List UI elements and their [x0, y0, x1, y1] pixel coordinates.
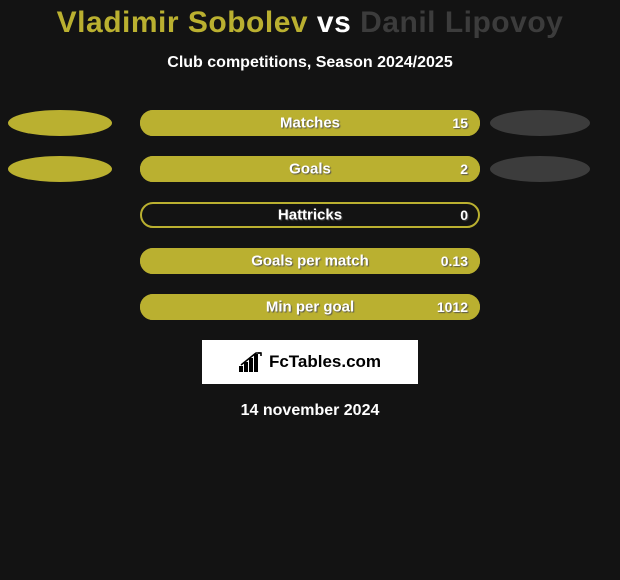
stat-row: Goals per match0.13 — [0, 248, 620, 274]
page-title: Vladimir Sobolev vs Danil Lipovoy — [0, 0, 620, 40]
player-b-ellipse — [490, 156, 590, 182]
bar-slot: Goals per match0.13 — [140, 248, 480, 274]
bar-value: 0 — [460, 207, 468, 223]
bar-label: Goals per match — [140, 253, 480, 270]
bar-label: Hattricks — [140, 207, 480, 224]
title-vs: vs — [317, 6, 351, 39]
bar-label: Min per goal — [140, 299, 480, 316]
player-b-ellipse — [490, 110, 590, 136]
brand-text: FcTables.com — [269, 352, 381, 372]
bar-slot: Min per goal1012 — [140, 294, 480, 320]
player-a-ellipse — [8, 110, 112, 136]
player-a-ellipse — [8, 156, 112, 182]
bar-label: Goals — [140, 161, 480, 178]
title-player-b: Danil Lipovoy — [360, 6, 563, 39]
bar-slot: Hattricks0 — [140, 202, 480, 228]
title-player-a: Vladimir Sobolev — [57, 6, 308, 39]
stat-row: Hattricks0 — [0, 202, 620, 228]
date-text: 14 november 2024 — [0, 402, 620, 420]
brand-box: FcTables.com — [202, 340, 418, 384]
bar-label: Matches — [140, 115, 480, 132]
bar-slot: Matches15 — [140, 110, 480, 136]
bars-icon — [239, 352, 263, 372]
bar-value: 1012 — [437, 299, 468, 315]
bar-slot: Goals2 — [140, 156, 480, 182]
stat-row: Min per goal1012 — [0, 294, 620, 320]
subtitle: Club competitions, Season 2024/2025 — [0, 54, 620, 72]
stats-rows: Matches15 Goals2 Hattricks0 Goals per match… — [0, 110, 620, 320]
bar-value: 0.13 — [441, 253, 468, 269]
bar-value: 15 — [452, 115, 468, 131]
stat-row: Matches15 — [0, 110, 620, 136]
bar-value: 2 — [460, 161, 468, 177]
stat-row: Goals2 — [0, 156, 620, 182]
